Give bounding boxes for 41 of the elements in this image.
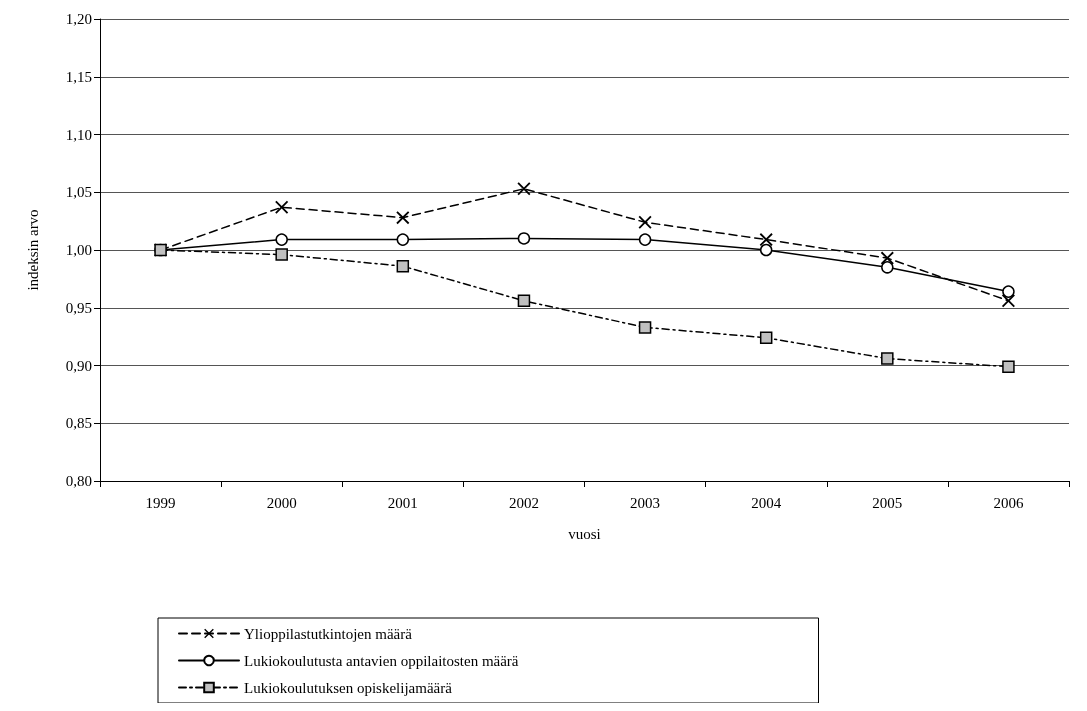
point <box>638 215 652 229</box>
y-axis-title: indeksin arvo <box>24 209 41 291</box>
point <box>638 233 652 246</box>
legend-label: Lukiokoulutuksen opiskelijamäärä <box>244 679 453 696</box>
point <box>881 261 894 274</box>
y-tick-label: 1,00 <box>65 242 92 258</box>
x-tick-label: 2003 <box>630 494 661 511</box>
point <box>759 243 773 257</box>
y-tick-label: 1,15 <box>65 68 92 85</box>
y-tick-label: 0,85 <box>65 415 92 432</box>
x-axis-title: vuosi <box>568 525 601 542</box>
x-tick-label: 2002 <box>508 494 539 511</box>
x-tick-label: 2005 <box>872 494 903 511</box>
point <box>517 232 531 245</box>
point <box>759 233 773 247</box>
y-tick-label: 0,80 <box>65 473 92 489</box>
x-tick-label: 2006 <box>993 494 1024 511</box>
legend-label: Ylioppilastutkintojen määrä <box>244 625 413 642</box>
point <box>396 233 410 246</box>
x-tick-label: 2004 <box>751 494 782 511</box>
point <box>638 321 652 334</box>
y-tick-label: 1,05 <box>65 184 92 201</box>
y-tick-label: 0,90 <box>65 357 92 374</box>
y-tick-label: 0,95 <box>65 299 92 316</box>
point <box>1002 360 1015 373</box>
point <box>275 248 288 261</box>
point <box>517 182 531 196</box>
point <box>517 294 531 308</box>
x-tick-label: 2001 <box>387 494 418 511</box>
x-tick-label: 2000 <box>266 494 297 511</box>
point <box>1002 285 1015 298</box>
point <box>396 259 410 273</box>
y-tick-label: 1,10 <box>65 126 92 143</box>
point <box>396 211 410 225</box>
point <box>275 233 288 246</box>
point <box>759 331 773 345</box>
point <box>881 352 894 365</box>
y-tick-label: 1,20 <box>65 11 92 27</box>
legend-label: Lukiokoulutusta antavien oppilaitosten määrä <box>244 652 519 669</box>
point <box>275 200 289 214</box>
x-tick-label: 1999 <box>145 494 176 511</box>
